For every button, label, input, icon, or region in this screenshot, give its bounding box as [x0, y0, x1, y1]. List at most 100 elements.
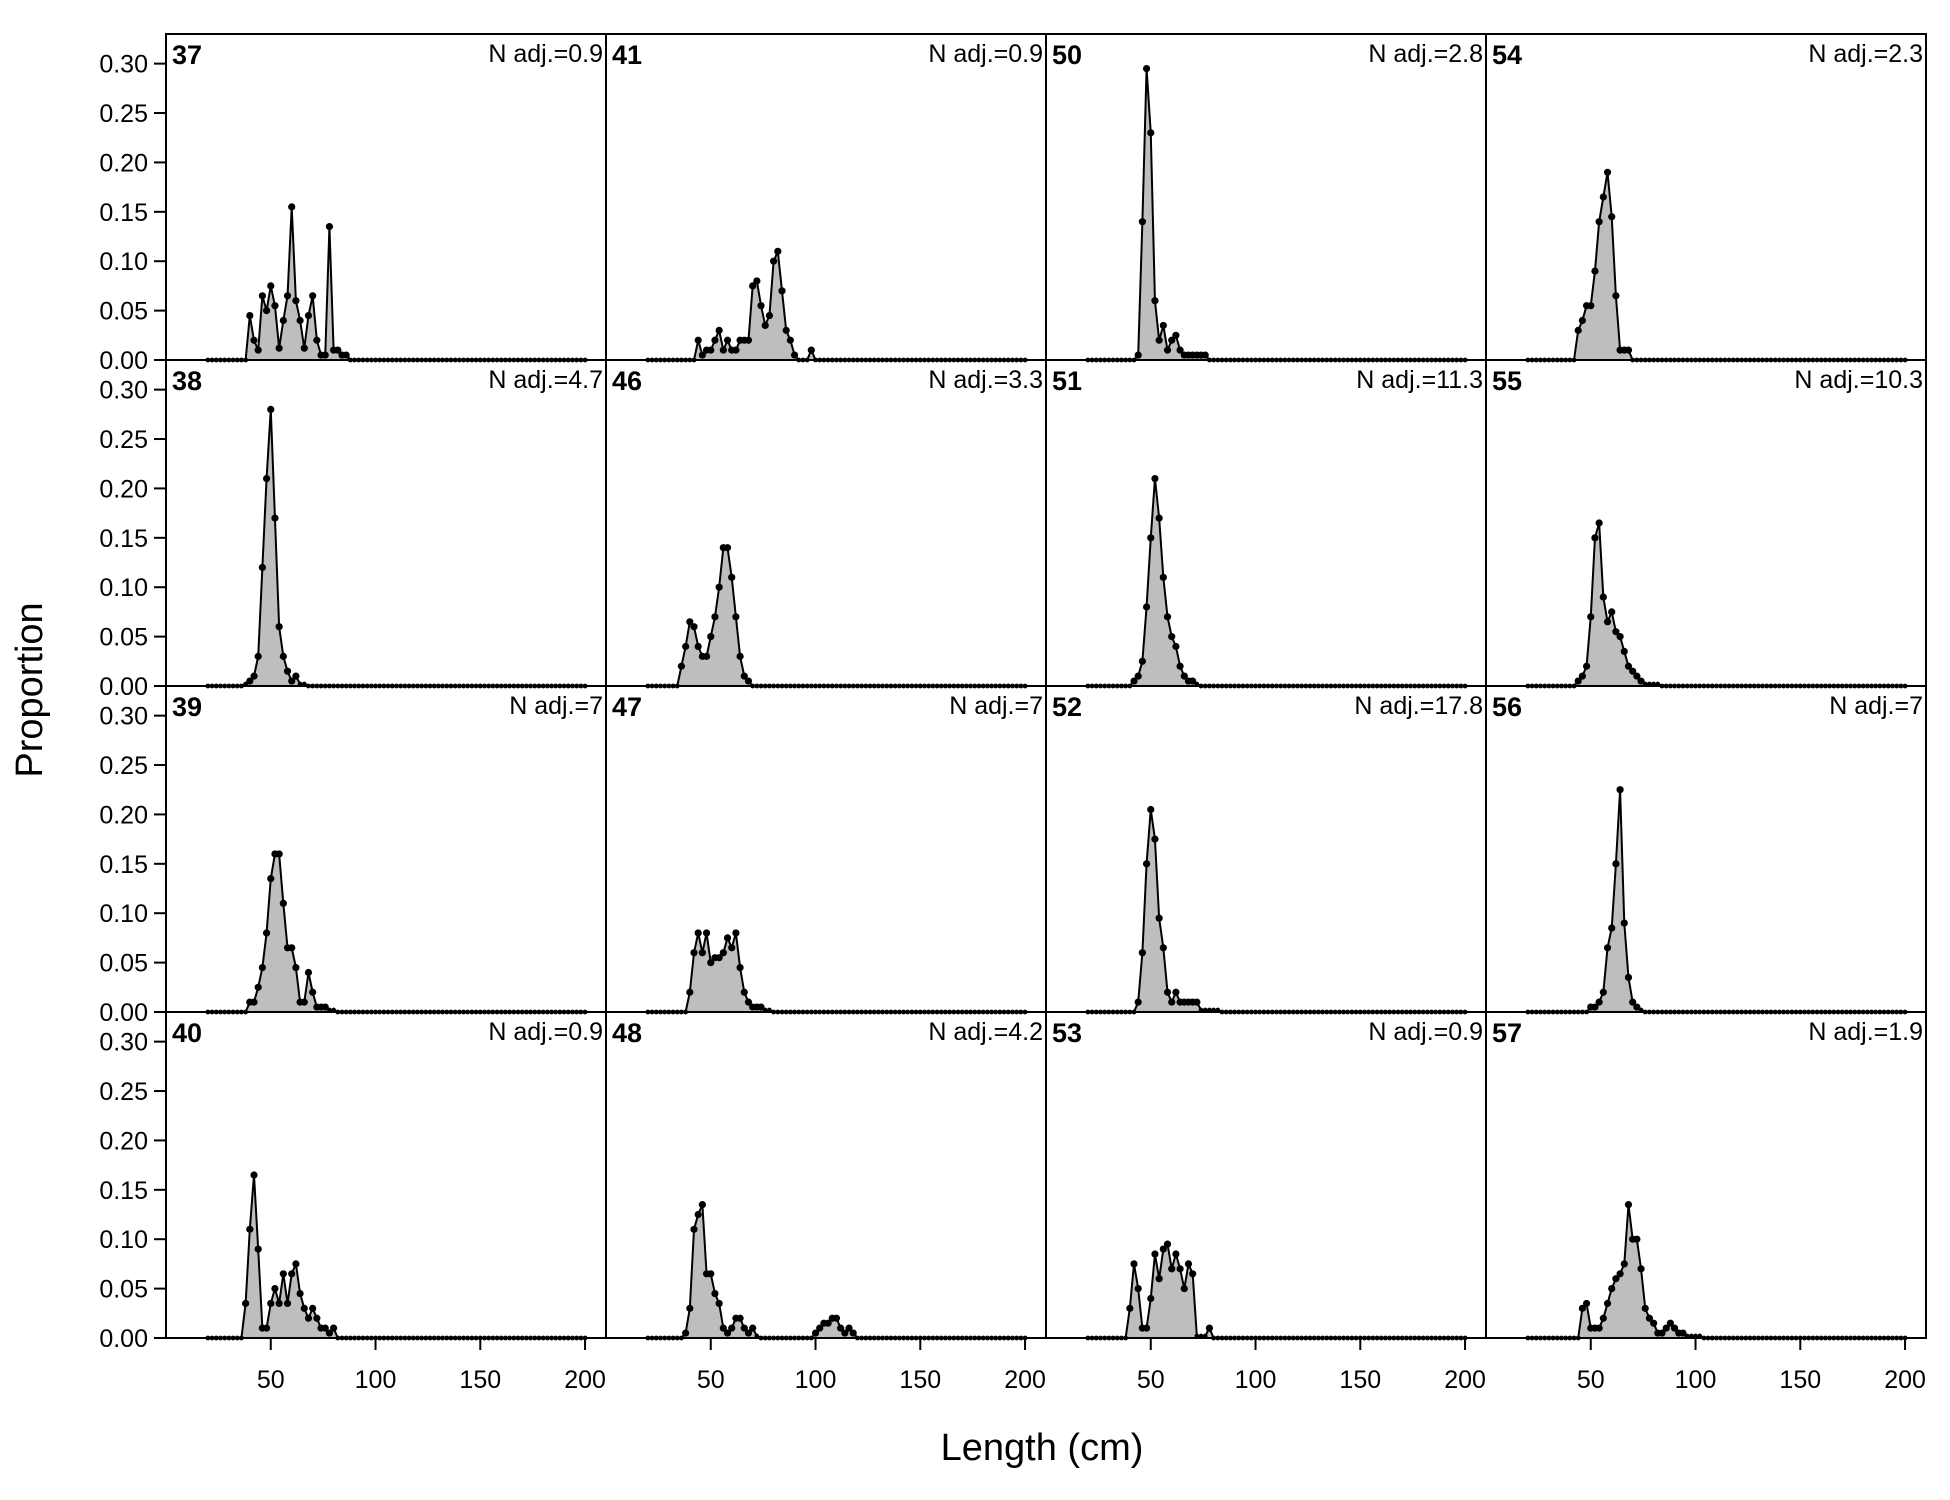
data-point [1603, 618, 1612, 626]
data-point [1620, 1260, 1628, 1268]
data-point [1189, 677, 1197, 685]
data-point [300, 344, 308, 352]
data-point [707, 633, 715, 641]
panel-id-label: 57 [1492, 1018, 1522, 1048]
data-point [271, 1285, 279, 1293]
data-point [1138, 657, 1146, 665]
data-point [1624, 346, 1633, 354]
panel-id-label: 39 [172, 692, 202, 722]
data-point [275, 850, 283, 858]
series-area [1087, 1244, 1466, 1338]
data-point [250, 672, 258, 680]
data-point [304, 311, 313, 320]
data-point [778, 287, 786, 295]
panel-frame [605, 359, 1047, 687]
panel-id-label: 37 [172, 40, 202, 70]
y-tick-label: 0.05 [99, 1276, 148, 1304]
panel-frame [165, 33, 607, 361]
data-point [1591, 534, 1599, 542]
data-point [1612, 292, 1620, 300]
data-point [1138, 949, 1146, 957]
data-point [1595, 519, 1603, 527]
data-point [1641, 1304, 1649, 1312]
data-point [250, 998, 258, 1006]
data-point [686, 1304, 694, 1312]
data-point [342, 351, 350, 359]
data-point [744, 1329, 753, 1337]
panel-53: 53 N adj.=0.9 50 100 150 200 [1045, 1011, 1487, 1394]
data-point [1151, 297, 1159, 305]
y-tick-label: 0.00 [99, 673, 148, 701]
data-point [728, 573, 736, 581]
data-point [782, 326, 790, 334]
data-point [1163, 613, 1172, 621]
panel-frame [165, 359, 607, 687]
data-point [686, 988, 694, 996]
data-point [1180, 672, 1188, 680]
data-point [1172, 331, 1180, 339]
data-point [690, 949, 698, 957]
panel-nadj-label: N adj.=0.9 [928, 40, 1043, 68]
panel-40: 40 N adj.=0.9 0.00 0.05 0.10 0.15 0.20 0.25 0.30… [99, 1011, 607, 1394]
data-point [1155, 336, 1163, 344]
series-line [647, 247, 1026, 361]
y-tick-label: 0.10 [99, 900, 148, 928]
x-tick-label: 50 [697, 1366, 725, 1394]
panel-38: 38 N adj.=4.7 0.00 0.05 0.10 0.15 0.20 0.25 0.30 [99, 359, 607, 701]
data-point [1172, 988, 1180, 996]
data-point [309, 292, 317, 300]
data-point [677, 662, 686, 670]
y-axis-title: Proportion [9, 602, 51, 777]
data-point [744, 998, 753, 1006]
data-point [1130, 1260, 1138, 1268]
data-point [1142, 603, 1151, 611]
data-point [1176, 1265, 1184, 1273]
data-point [1608, 924, 1616, 932]
data-point [1172, 642, 1180, 651]
data-point [279, 899, 287, 907]
data-point [1159, 1245, 1167, 1253]
data-point [682, 1329, 690, 1337]
data-point [254, 652, 262, 660]
data-point [1142, 64, 1151, 73]
data-point [300, 1304, 308, 1312]
data-point [288, 944, 296, 952]
data-point [1637, 1265, 1645, 1273]
data-point [250, 336, 258, 344]
x-tick-label: 200 [1444, 1366, 1486, 1394]
data-point [807, 346, 815, 354]
data-point [698, 1201, 706, 1209]
x-tick-label: 200 [564, 1366, 606, 1394]
data-point [1595, 218, 1603, 226]
data-point [1629, 998, 1637, 1006]
data-point [1134, 351, 1142, 359]
y-tick-label: 0.05 [99, 950, 148, 978]
data-point [313, 1314, 321, 1322]
panel-48: 48 N adj.=4.2 50 100 150 200 [605, 1011, 1047, 1394]
data-point [246, 1225, 254, 1233]
y-tick-label: 0.30 [99, 1029, 148, 1057]
series-area [1527, 523, 1906, 686]
x-tick-label: 150 [899, 1366, 941, 1394]
data-point [723, 934, 732, 942]
y-tick-label: 0.20 [99, 801, 148, 829]
series-area [1087, 478, 1466, 686]
x-tick-label: 50 [1137, 1366, 1165, 1394]
data-point [723, 336, 732, 344]
data-point [711, 336, 719, 344]
y-tick-label: 0.25 [99, 100, 148, 128]
series-area [207, 206, 586, 360]
data-point [1578, 1304, 1586, 1312]
data-point [832, 1314, 841, 1322]
panel-id-label: 53 [1052, 1018, 1082, 1048]
x-tick-label: 50 [257, 1366, 285, 1394]
data-point [1176, 346, 1184, 354]
data-point [702, 929, 711, 937]
data-point [1603, 168, 1612, 176]
data-point [321, 1324, 329, 1332]
panel-id-label: 40 [172, 1018, 202, 1048]
data-point [258, 292, 266, 300]
data-point [1599, 593, 1607, 601]
panel-39: 39 N adj.=7 0.00 0.05 0.10 0.15 0.20 0.25 0.30 [99, 685, 607, 1027]
